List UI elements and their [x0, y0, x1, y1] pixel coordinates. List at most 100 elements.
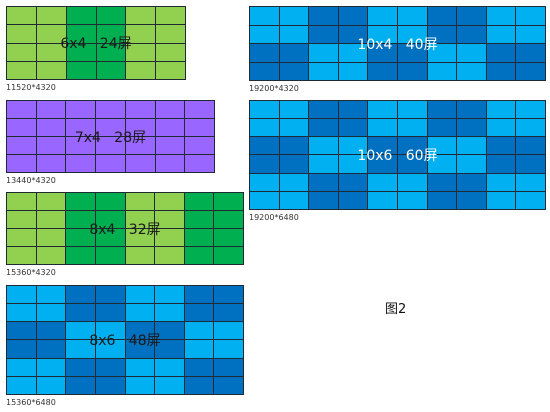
- screen-tile: [309, 25, 338, 43]
- screen-tile: [96, 155, 125, 172]
- screen-tile: [66, 247, 95, 264]
- screen-tile: [516, 191, 545, 209]
- screen-tile: [7, 7, 36, 25]
- screen-tile: [427, 25, 457, 43]
- screen-tile: [95, 304, 125, 322]
- screen-tile: [516, 137, 545, 155]
- screen-tile: [7, 304, 36, 322]
- screen-tile: [126, 7, 156, 25]
- screen-tile: [96, 43, 126, 61]
- screen-tile: [184, 211, 214, 228]
- screen-tile: [457, 25, 486, 43]
- screen-tile: [155, 211, 184, 228]
- screen-tile: [156, 61, 185, 79]
- screen-tile: [338, 137, 368, 155]
- screen-tile: [36, 25, 66, 43]
- screen-tile: [7, 193, 36, 210]
- screen-tile: [214, 304, 243, 322]
- screen-tile: [368, 155, 397, 173]
- screen-tile: [184, 247, 214, 264]
- screen-tile: [457, 62, 486, 80]
- screen-tile: [279, 191, 309, 209]
- screen-tile: [36, 7, 66, 25]
- screen-tile: [486, 173, 516, 191]
- screen-tile: [95, 286, 125, 304]
- video-wall-6x4: 6x4 24屏 11520*4320: [6, 6, 186, 92]
- screen-grid: [6, 100, 215, 173]
- screen-tile: [309, 191, 338, 209]
- screen-tile: [427, 173, 457, 191]
- screen-tile: [250, 62, 279, 80]
- screen-tile: [36, 193, 66, 210]
- screen-tile: [338, 155, 368, 173]
- screen-tile: [155, 101, 185, 118]
- video-wall-10x4: 10x4 40屏 19200*4320: [249, 6, 546, 93]
- screen-tile: [250, 44, 279, 62]
- screen-tile: [66, 376, 95, 394]
- screen-tile: [36, 211, 66, 228]
- screen-tile: [516, 44, 545, 62]
- screen-tile: [7, 25, 36, 43]
- screen-tile: [185, 101, 214, 118]
- screen-tile: [126, 61, 156, 79]
- screen-grid: [6, 285, 244, 395]
- screen-tile: [36, 43, 66, 61]
- screen-tile: [125, 193, 155, 210]
- screen-tile: [457, 101, 486, 119]
- resolution-label: 13440*4320: [6, 176, 56, 185]
- screen-tile: [66, 61, 96, 79]
- screen-tile: [184, 304, 214, 322]
- screen-tile: [36, 101, 66, 118]
- screen-tile: [338, 191, 368, 209]
- screen-grid: [249, 100, 546, 210]
- screen-tile: [156, 25, 185, 43]
- screen-tile: [66, 193, 95, 210]
- screen-tile: [155, 247, 184, 264]
- screen-tile: [214, 340, 243, 358]
- screen-tile: [36, 322, 66, 340]
- video-wall-7x4: 7x4 28屏 13440*4320: [6, 100, 215, 185]
- screen-tile: [96, 25, 126, 43]
- screen-tile: [185, 119, 214, 136]
- screen-tile: [516, 62, 545, 80]
- screen-tile: [66, 119, 96, 136]
- screen-tile: [486, 119, 516, 137]
- screen-tile: [66, 286, 95, 304]
- screen-tile: [66, 101, 96, 118]
- screen-tile: [125, 322, 155, 340]
- screen-tile: [214, 193, 243, 210]
- screen-tile: [126, 25, 156, 43]
- screen-tile: [214, 322, 243, 340]
- screen-tile: [125, 119, 155, 136]
- resolution-label: 19200*4320: [249, 84, 299, 93]
- screen-tile: [279, 137, 309, 155]
- screen-tile: [7, 322, 36, 340]
- screen-tile: [398, 155, 427, 173]
- screen-tile: [398, 191, 427, 209]
- screen-tile: [7, 61, 36, 79]
- screen-tile: [309, 7, 338, 25]
- screen-tile: [338, 44, 368, 62]
- screen-tile: [457, 173, 486, 191]
- screen-tile: [309, 62, 338, 80]
- screen-tile: [368, 25, 397, 43]
- screen-tile: [457, 119, 486, 137]
- screen-tile: [155, 286, 184, 304]
- screen-tile: [7, 211, 36, 228]
- screen-tile: [185, 137, 214, 154]
- screen-tile: [338, 25, 368, 43]
- screen-tile: [125, 286, 155, 304]
- screen-tile: [155, 155, 185, 172]
- screen-tile: [309, 137, 338, 155]
- screen-tile: [36, 229, 66, 246]
- screen-tile: [155, 119, 185, 136]
- screen-tile: [95, 193, 125, 210]
- screen-tile: [184, 193, 214, 210]
- screen-tile: [368, 101, 397, 119]
- screen-tile: [309, 44, 338, 62]
- screen-tile: [125, 304, 155, 322]
- screen-tile: [250, 137, 279, 155]
- resolution-label: 11520*4320: [6, 83, 56, 92]
- screen-tile: [279, 62, 309, 80]
- screen-tile: [250, 101, 279, 119]
